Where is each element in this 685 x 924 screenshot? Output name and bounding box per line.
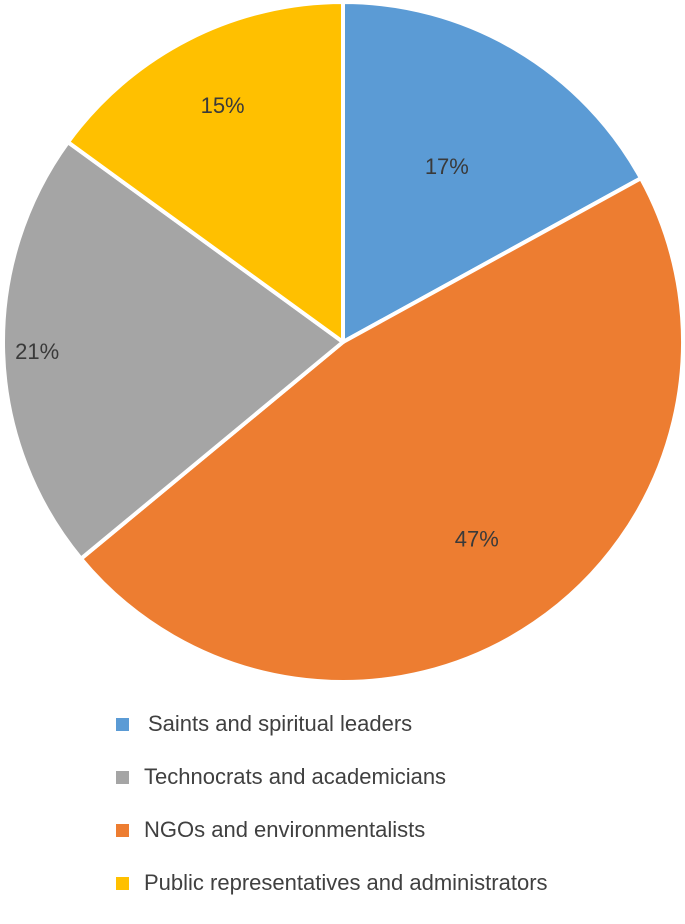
legend-item-public-representatives: Public representatives and administrator… (116, 871, 548, 895)
chart-legend: Saints and spiritual leaders Technocrats… (116, 712, 548, 924)
slice-label-public-representatives: 15% (201, 93, 245, 118)
legend-label-saints: Saints and spiritual leaders (148, 711, 413, 736)
slice-label-technocrats: 21% (15, 339, 59, 364)
pie-slice-ngos (79, 176, 685, 684)
legend-swatch-ngos (116, 823, 129, 837)
pie-chart: 17% 47% 21% 15% (1, 0, 685, 684)
legend-item-technocrats: Technocrats and academicians (116, 765, 548, 789)
legend-label-ngos: NGOs and environmentalists (144, 817, 426, 842)
legend-item-ngos: NGOs and environmentalists (116, 818, 548, 842)
slice-label-ngos: 47% (455, 526, 499, 551)
legend-item-saints: Saints and spiritual leaders (116, 712, 548, 736)
slice-label-saints: 17% (425, 154, 469, 179)
legend-swatch-public-representatives (116, 876, 129, 890)
pie-slice-technocrats (1, 140, 345, 561)
legend-swatch-saints (116, 717, 129, 731)
legend-label-technocrats: Technocrats and academicians (144, 764, 447, 789)
legend-label-public-representatives: Public representatives and administrator… (144, 870, 548, 895)
pie-slice-public-representatives (65, 0, 345, 344)
pie-slice-saints (341, 0, 643, 344)
legend-swatch-technocrats (116, 770, 129, 784)
